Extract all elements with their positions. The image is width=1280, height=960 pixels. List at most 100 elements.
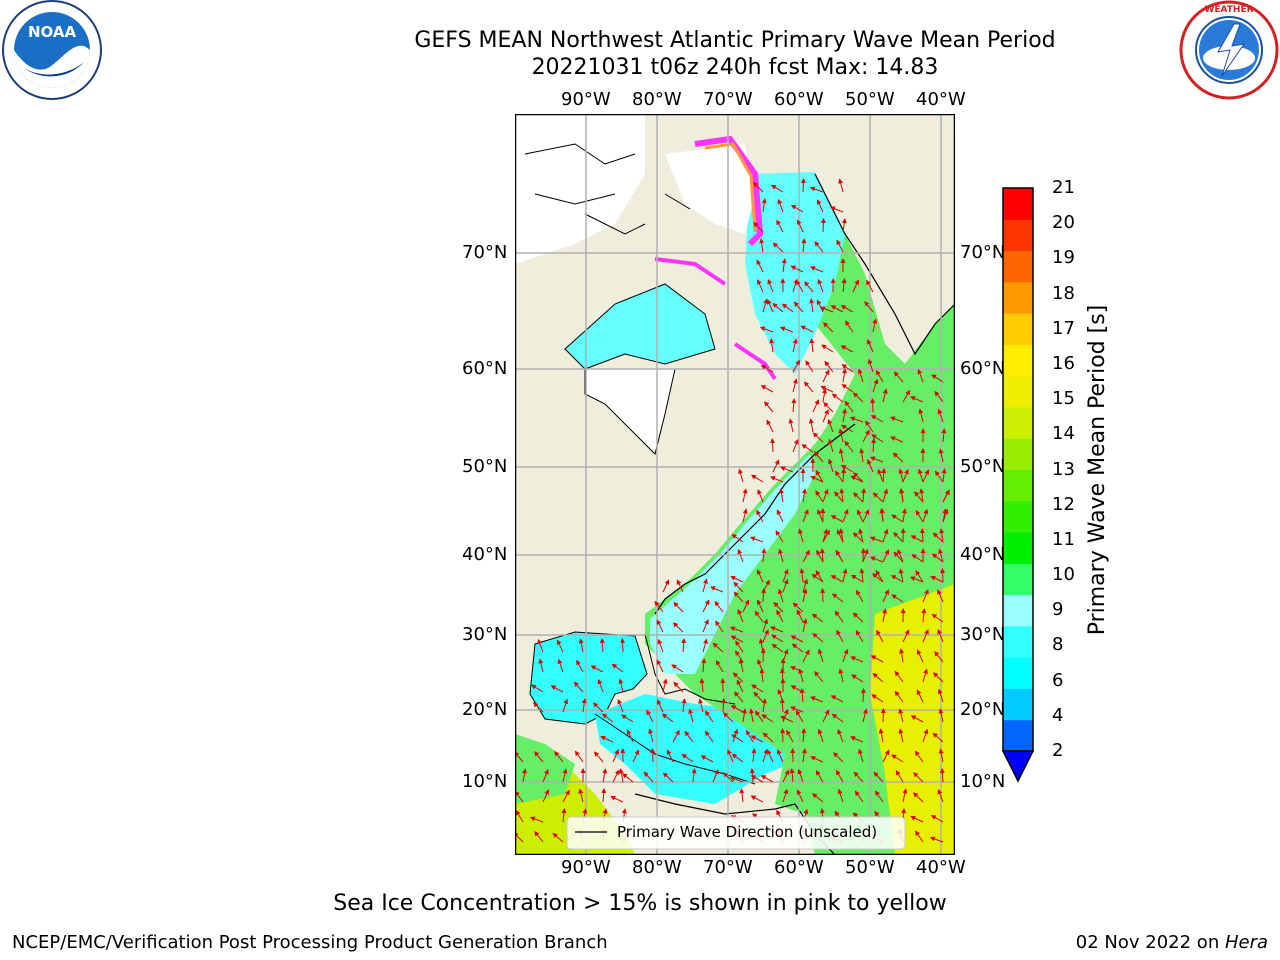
wave-arrow (756, 509, 764, 523)
wave-arrow (902, 629, 910, 643)
wave-arrow (891, 514, 904, 523)
wave-arrow (552, 832, 564, 843)
wave-arrow (834, 470, 844, 483)
wave-arrow (753, 221, 764, 233)
wave-arrow (756, 259, 764, 273)
lon-label: 90°W (561, 89, 611, 110)
wave-arrow (702, 599, 710, 613)
wave-arrow (931, 553, 944, 563)
wave-arrow (704, 730, 714, 743)
wave-arrow (779, 668, 785, 683)
wave-arrow (537, 638, 544, 653)
colorbar-label: Primary Wave Mean Period [s] (1085, 304, 1110, 636)
wave-arrow (837, 728, 844, 743)
wave-arrow (769, 338, 775, 353)
wave-arrow (733, 691, 744, 703)
wave-arrow (902, 468, 909, 483)
wave-arrow (914, 750, 924, 763)
colorbar-tick-label: 20 (1052, 212, 1075, 234)
wave-arrow (562, 789, 570, 803)
wave-arrow (910, 715, 924, 723)
wave-arrow (842, 508, 849, 523)
wave-arrow (867, 459, 874, 473)
wave-arrow (861, 488, 867, 503)
wave-arrow (859, 568, 865, 583)
wave-arrow (872, 672, 884, 683)
lat-label: 40°N (960, 544, 1006, 565)
lon-label: 40°W (916, 89, 966, 110)
wave-arrow (937, 688, 944, 703)
wave-arrow (814, 241, 824, 253)
wave-arrow (576, 659, 584, 673)
wave-arrow (534, 751, 544, 763)
james-bay-area (584, 368, 676, 455)
wave-arrow (557, 658, 564, 673)
wave-arrow (776, 509, 784, 523)
wave-arrow (941, 468, 947, 483)
lon-label: 70°W (703, 89, 753, 110)
wave-arrow (757, 279, 764, 293)
wave-arrow (878, 728, 884, 743)
wave-arrow (869, 536, 884, 543)
wave-arrow (574, 750, 584, 763)
wave-arrow (814, 671, 824, 683)
wave-arrow (922, 469, 930, 483)
wave-arrow (880, 708, 886, 723)
colorbar-tick-label: 14 (1052, 423, 1075, 445)
wave-arrow (881, 468, 887, 483)
svg-text:WEATHER: WEATHER (1204, 5, 1253, 15)
wave-arrow (841, 368, 847, 383)
wave-arrow (764, 401, 774, 413)
wave-arrow (801, 444, 814, 453)
wave-arrow (712, 769, 719, 783)
map-legend: Primary Wave Direction (unscaled) (566, 816, 906, 850)
wave-arrow (858, 528, 864, 543)
wave-arrow (816, 299, 824, 313)
plot-title-line2: 20221031 t06z 240h fcst Max: 14.83 (531, 55, 939, 80)
wave-arrow (852, 532, 864, 543)
wave-arrow (833, 752, 844, 763)
lon-label: 50°W (845, 857, 895, 878)
florida-cuba-coast (644, 633, 736, 705)
wave-arrow (841, 364, 854, 373)
wave-arrow (626, 729, 634, 743)
wave-arrow (922, 629, 929, 643)
wave-arrow (893, 551, 904, 563)
wave-arrow (755, 710, 764, 723)
wave-arrow (712, 642, 724, 653)
wave-arrow (937, 408, 944, 423)
wave-arrow (802, 649, 810, 663)
wave-arrow (562, 768, 568, 783)
wave-arrow (840, 345, 854, 353)
wave-arrow (831, 593, 844, 603)
coastal-green-area (515, 734, 575, 804)
lon-label: 50°W (845, 89, 895, 110)
lat-label: 70°N (462, 242, 508, 263)
wave-arrow (892, 452, 904, 463)
wave-arrow (830, 515, 844, 523)
wave-arrow (702, 638, 708, 653)
wave-arrow (700, 755, 714, 763)
wave-arrow (842, 408, 847, 423)
wave-arrow (824, 360, 834, 373)
wave-arrow (811, 613, 824, 623)
wave-arrow (676, 579, 684, 593)
wave-arrow (872, 492, 884, 503)
lat-label: 30°N (960, 624, 1006, 645)
wave-arrow (850, 656, 864, 663)
wave-arrow (681, 638, 687, 653)
wave-arrow (875, 790, 884, 803)
wave-arrow (882, 608, 888, 623)
wave-arrow (550, 685, 564, 693)
wave-arrow (776, 609, 784, 623)
wave-arrow (814, 451, 824, 463)
wave-arrow (731, 753, 744, 763)
wave-arrow (746, 729, 754, 743)
colorbar (1001, 187, 1035, 783)
wave-arrow (612, 769, 620, 783)
wave-arrow (791, 643, 804, 653)
lat-label: 50°N (960, 456, 1006, 477)
wave-arrow (899, 648, 905, 663)
colorbar-under-arrow (1001, 750, 1035, 783)
wave-arrow (762, 732, 774, 743)
